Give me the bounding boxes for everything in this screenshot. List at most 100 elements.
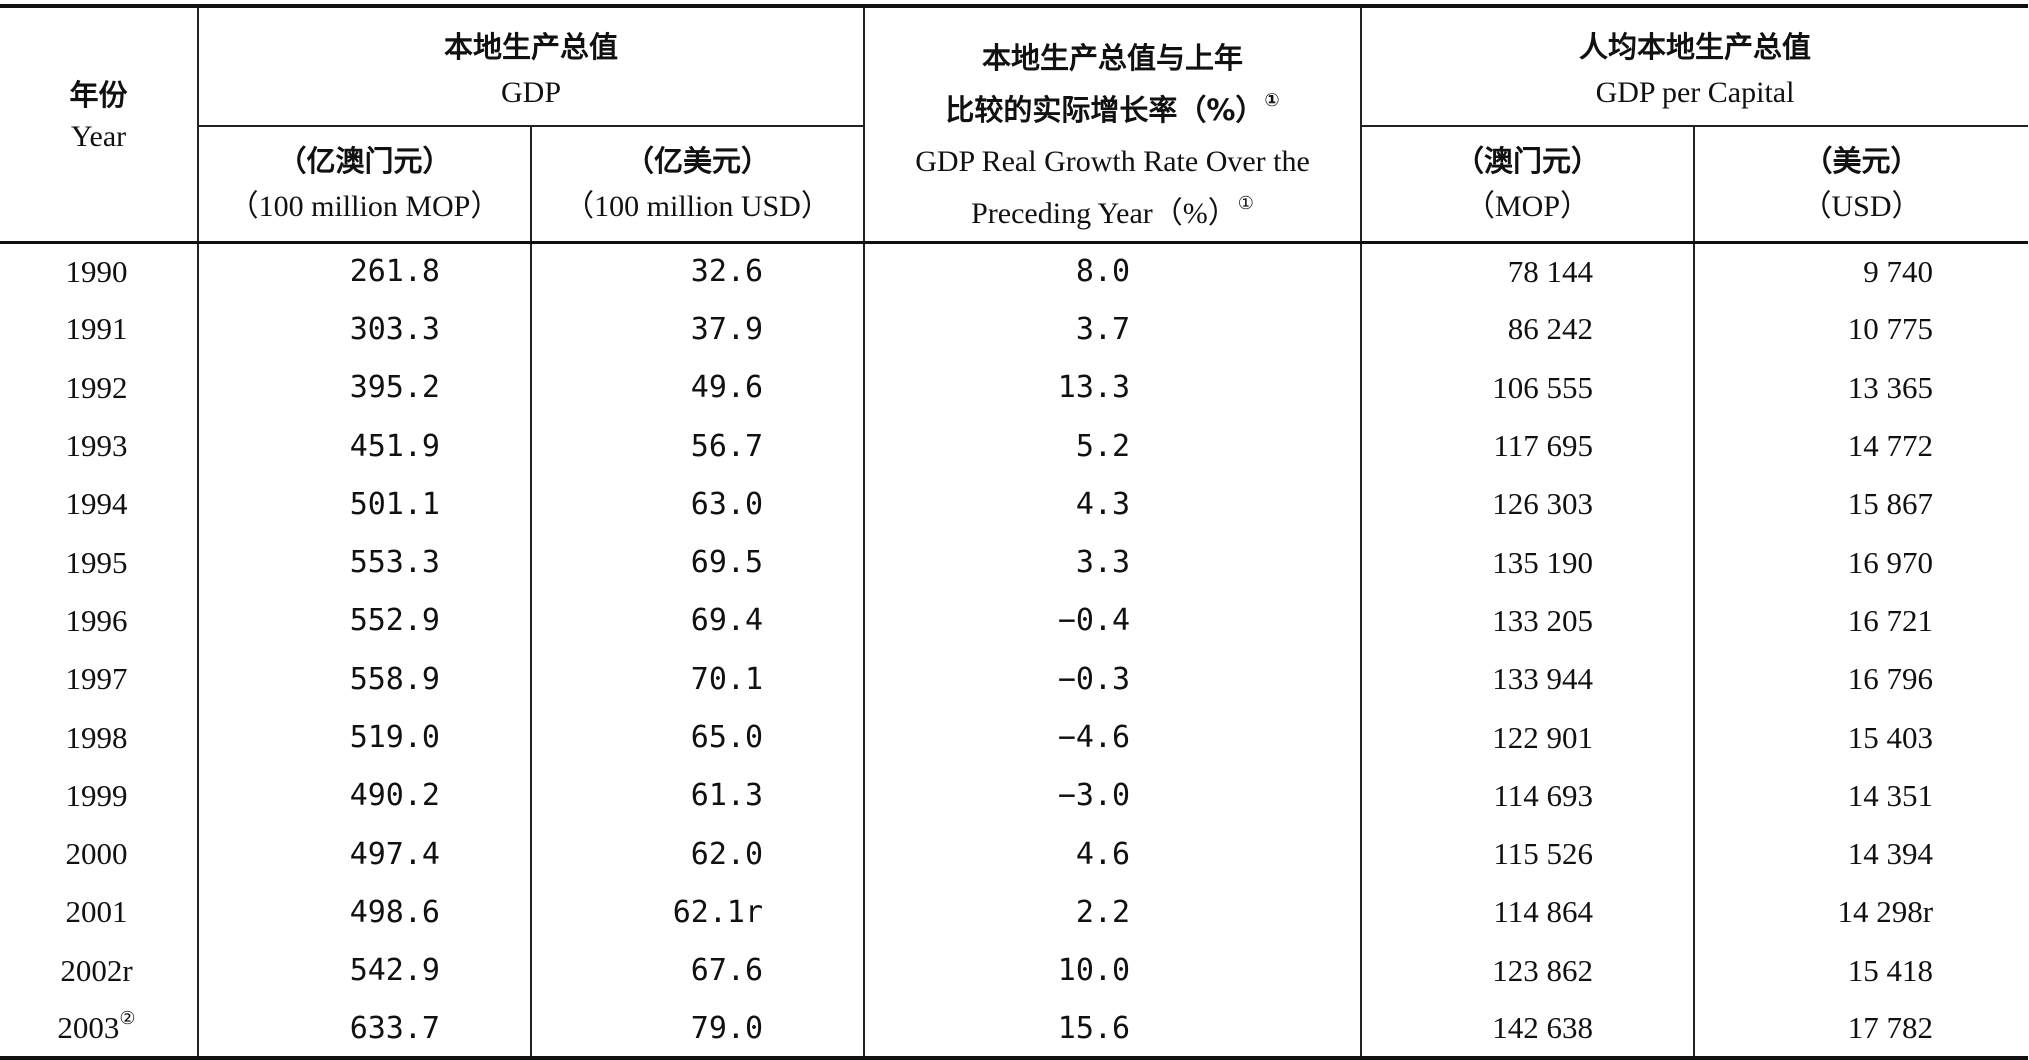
- pc-mop-cell: 86 242: [1360, 300, 1695, 359]
- gdp-usd-cell-value: 69.4: [690, 603, 764, 639]
- growth-cell: −3.0: [863, 766, 1362, 825]
- gdp-usd-cell-value: 37.9: [690, 311, 764, 347]
- growth-cell: 2.2: [863, 883, 1362, 942]
- gdp-usd-cell-value: 32.6: [690, 254, 764, 290]
- pc-usd-cell: 13 365: [1693, 358, 2029, 417]
- gdp-usd-cell: 65.0: [529, 708, 865, 767]
- gdp-header: 本地生产总值 GDP: [196, 4, 865, 127]
- pc-usd-header-cn: （美元）: [1803, 143, 1920, 178]
- gdp-usd-cell: 56.7: [529, 416, 865, 476]
- per-capita-header-en: GDP per Capital: [1595, 76, 1795, 109]
- year-cell: 1995: [0, 533, 198, 591]
- growth-cell: 5.2: [863, 416, 1362, 476]
- growth-cell-value: 15.6: [1057, 1010, 1131, 1046]
- gdp-usd-cell-value: 65.0: [690, 720, 764, 756]
- pc-mop-header: （澳门元） （MOP）: [1360, 126, 1695, 244]
- gdp-usd-header-cn: （亿美元）: [625, 143, 771, 178]
- table-row: 2001 498.6 62.1r 2.2 114 864 14 298r: [0, 883, 2029, 942]
- pc-usd-cell: 14 772: [1693, 416, 2029, 476]
- gdp-usd-cell-value: 79.0: [690, 1010, 764, 1046]
- gdp-mop-cell: 395.2: [197, 358, 531, 417]
- gdp-usd-cell: 70.1: [529, 650, 865, 709]
- table-row: 1993 451.9 56.7 5.2 117 695 14 772: [0, 416, 2029, 476]
- per-capita-header-cn: 人均本地生产总值: [1579, 30, 1812, 64]
- gdp-header-en: GDP: [501, 76, 562, 109]
- gdp-usd-cell-value: 62.0: [690, 836, 764, 872]
- year-cell-value: 2002r: [60, 952, 133, 988]
- gdp-usd-cell: 62.0: [529, 824, 865, 884]
- table-header: 年份 Year 本地生产总值 GDP 本地生产总值与上年 比较的实际增长率（%）…: [0, 4, 2029, 244]
- gdp-usd-cell: 62.1r: [529, 883, 865, 942]
- gdp-mop-cell: 451.9: [197, 416, 531, 476]
- gdp-usd-cell-value: 63.0: [690, 486, 764, 522]
- pc-usd-cell-value: 15 867: [1847, 486, 1934, 522]
- pc-usd-cell-value: 15 418: [1847, 952, 1934, 988]
- gdp-usd-cell: 49.6: [529, 358, 865, 417]
- gdp-mop-cell-value: 542.9: [349, 953, 440, 989]
- footnote-1-mark-en: ①: [1237, 193, 1254, 213]
- gdp-mop-cell-value: 501.1: [349, 486, 440, 522]
- pc-mop-cell: 117 695: [1360, 416, 1695, 476]
- pc-mop-cell: 135 190: [1360, 533, 1695, 592]
- per-capita-header: 人均本地生产总值 GDP per Capital: [1360, 4, 2029, 127]
- pc-mop-cell: 133 205: [1360, 591, 1695, 651]
- gdp-mop-cell-value: 498.6: [349, 894, 440, 930]
- pc-usd-cell-value: 14 351: [1847, 777, 1934, 813]
- gdp-usd-cell: 67.6: [529, 941, 865, 1000]
- year-cell: 2001: [0, 883, 198, 941]
- pc-mop-cell-value: 142 638: [1492, 1010, 1594, 1045]
- year-cell: 1992: [0, 359, 198, 417]
- gdp-usd-cell-value: 62.1r: [672, 894, 764, 930]
- year-cell-value: 1999: [65, 777, 128, 813]
- year-cell: 1998: [0, 708, 198, 766]
- growth-cell-value: 8.0: [1075, 254, 1131, 290]
- growth-cell-value: −4.6: [1057, 720, 1131, 756]
- gdp-usd-cell: 61.3: [529, 766, 865, 825]
- gdp-mop-cell: 490.2: [197, 766, 531, 825]
- year-cell: 2000: [0, 825, 198, 883]
- table-row: 1994 501.1 63.0 4.3 126 303 15 867: [0, 475, 2029, 534]
- pc-usd-cell: 10 775: [1693, 300, 2029, 359]
- gdp-usd-cell-value: 70.1: [690, 661, 764, 697]
- year-cell-value: 1991: [65, 311, 128, 347]
- gdp-mop-header-en: （100 million MOP）: [228, 189, 501, 223]
- growth-cell-value: −0.3: [1057, 661, 1131, 697]
- year-header-cn: 年份: [69, 78, 128, 112]
- pc-usd-cell: 9 740: [1693, 242, 2029, 301]
- growth-cell: 13.3: [863, 358, 1362, 417]
- year-cell: 1994: [0, 475, 198, 533]
- pc-mop-cell: 126 303: [1360, 475, 1695, 534]
- year-cell: 1990: [0, 242, 198, 300]
- pc-mop-cell-value: 114 693: [1493, 777, 1594, 813]
- pc-usd-cell-value: 17 782: [1847, 1010, 1934, 1045]
- gdp-usd-cell-value: 49.6: [690, 370, 764, 406]
- pc-mop-cell-value: 78 144: [1507, 253, 1594, 289]
- year-cell: 2003②: [0, 999, 198, 1060]
- pc-mop-cell-value: 126 303: [1492, 486, 1594, 522]
- gdp-usd-cell: 63.0: [529, 475, 865, 534]
- gdp-mop-cell: 497.4: [197, 824, 531, 884]
- pc-mop-cell-value: 133 205: [1492, 602, 1594, 638]
- gdp-mop-cell-value: 303.3: [349, 311, 440, 347]
- gdp-mop-cell-value: 558.9: [349, 661, 440, 697]
- gdp-usd-cell-value: 67.6: [690, 953, 764, 989]
- year-cell: 1993: [0, 417, 198, 475]
- pc-usd-header: （美元） （USD）: [1693, 126, 2029, 244]
- pc-usd-header-en: （USD）: [1801, 189, 1922, 223]
- pc-mop-cell-value: 135 190: [1492, 544, 1594, 580]
- growth-cell: 15.6: [863, 999, 1362, 1060]
- pc-usd-cell-value: 16 970: [1847, 544, 1934, 580]
- pc-mop-cell: 115 526: [1360, 824, 1695, 884]
- pc-usd-cell-value: 13 365: [1847, 369, 1934, 405]
- gdp-mop-cell-value: 633.7: [349, 1010, 440, 1046]
- growth-cell: 10.0: [863, 941, 1362, 1000]
- gdp-mop-header-cn: （亿澳门元）: [277, 143, 452, 178]
- pc-usd-cell-value: 14 394: [1847, 836, 1934, 872]
- gdp-mop-cell: 519.0: [197, 708, 531, 767]
- year-cell: 1991: [0, 300, 198, 358]
- growth-cell-value: 3.3: [1075, 545, 1131, 581]
- pc-usd-cell: 14 298r: [1693, 883, 2029, 942]
- gdp-usd-cell-value: 56.7: [690, 428, 764, 464]
- table-row: 1992 395.2 49.6 13.3 106 555 13 365: [0, 358, 2029, 417]
- pc-mop-header-cn: （澳门元）: [1455, 143, 1601, 178]
